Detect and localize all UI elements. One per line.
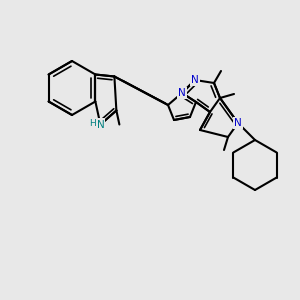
Text: N: N <box>97 119 104 130</box>
Text: N: N <box>191 75 199 85</box>
Text: H: H <box>89 119 96 128</box>
Text: N: N <box>178 88 186 98</box>
Text: N: N <box>234 118 242 128</box>
